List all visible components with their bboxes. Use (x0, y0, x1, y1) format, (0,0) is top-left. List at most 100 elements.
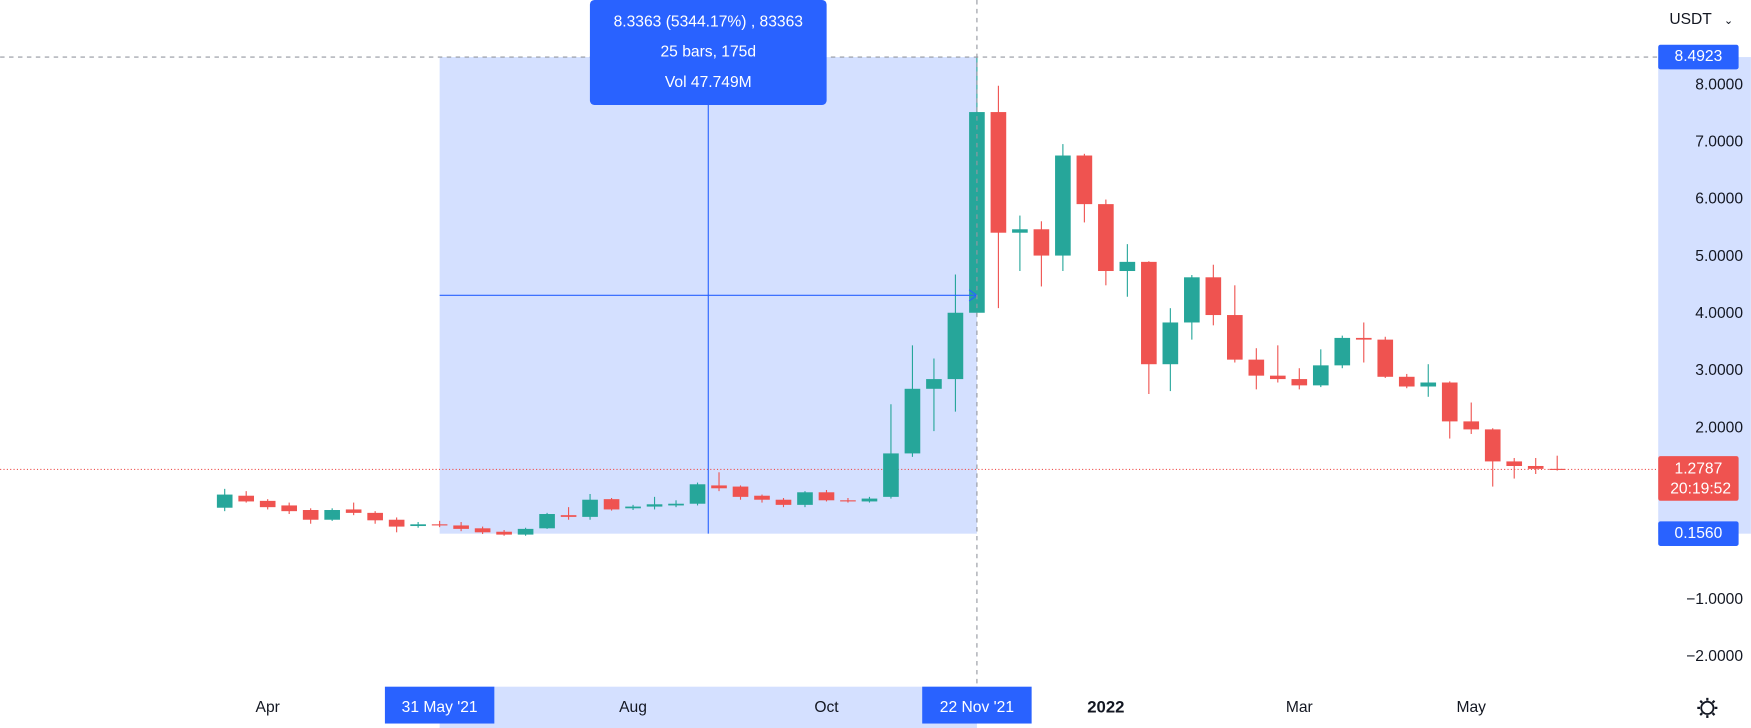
candle-body (1549, 468, 1566, 470)
candle-body (840, 500, 856, 502)
candle-body (216, 494, 233, 508)
candle-body (1227, 315, 1243, 360)
countdown-label: 20:19:52 (1670, 481, 1731, 498)
y-tick-label: 8.0000 (1695, 76, 1743, 93)
candle-body (732, 486, 749, 497)
candle-body (646, 504, 663, 507)
candle-body (474, 528, 491, 533)
y-tick-label: 4.0000 (1695, 305, 1743, 322)
candle-body (1377, 339, 1394, 377)
candle-body (517, 528, 534, 535)
candle-body (861, 498, 878, 502)
settings-icon[interactable] (1697, 697, 1718, 718)
measure-low-label-bg (1658, 521, 1739, 546)
measure-high-label-bg (1658, 44, 1739, 70)
y-tick-label: 6.0000 (1695, 191, 1743, 208)
candle-body (388, 519, 405, 527)
candle-body (1098, 204, 1114, 272)
y-tick-label: 2.0000 (1695, 419, 1743, 436)
candle-body (1355, 337, 1372, 340)
candle-body (603, 499, 620, 510)
y-tick-label: 3.0000 (1695, 362, 1743, 379)
candle-body (883, 453, 899, 497)
y-tick-label: 5.0000 (1695, 248, 1743, 265)
candle-body (711, 485, 727, 489)
currency-dropdown[interactable]: ⌄ (1724, 15, 1733, 27)
x-tick-label: Apr (256, 699, 280, 716)
measure-tooltip (589, 0, 827, 105)
candle-body (539, 514, 555, 529)
candle-body (754, 495, 770, 500)
candle-body (1162, 322, 1179, 365)
candle-body (1334, 337, 1351, 366)
last-price-bg (1658, 456, 1739, 501)
currency-label[interactable]: USDT (1669, 11, 1712, 28)
x-tick-label: Oct (814, 699, 839, 716)
candle-body (431, 524, 448, 526)
last-price-label: 1.2787 (1675, 461, 1723, 478)
candle-body (1141, 261, 1157, 365)
candle-body (1205, 277, 1222, 316)
candle-body (1484, 429, 1501, 462)
candle-body (689, 484, 706, 504)
candle-body (324, 510, 340, 520)
measure-tooltip-text: Vol 47.749M (665, 74, 752, 91)
candle-body (1119, 261, 1136, 272)
candle-body (1012, 229, 1028, 233)
time-axis-highlight (439, 686, 977, 728)
y-tick-label: 7.0000 (1695, 133, 1743, 150)
price-axis-highlight (1658, 57, 1751, 534)
x-tick-label: Aug (619, 699, 647, 716)
measure-low-label: 0.1560 (1675, 525, 1723, 542)
x-tick-highlight (922, 686, 1032, 724)
x-tick-highlight (384, 686, 495, 724)
x-tick-label: 22 Nov '21 (940, 699, 1014, 716)
x-tick-label: May (1456, 699, 1486, 716)
candle-body (1076, 155, 1093, 205)
candle-body (947, 312, 964, 380)
candle-body (1312, 365, 1329, 386)
x-tick-label: 31 May '21 (402, 699, 478, 716)
candle-body (625, 506, 641, 509)
candle-body (990, 112, 1007, 233)
candle-body (582, 499, 598, 517)
measure-high-label: 8.4923 (1675, 48, 1723, 65)
y-tick-label: −1.0000 (1686, 591, 1743, 608)
candle-body (1184, 277, 1200, 323)
measure-tooltip-text: 25 bars, 175d (660, 44, 756, 61)
candle-body (453, 525, 469, 529)
candle-body (1527, 465, 1544, 469)
x-tick-label: Mar (1286, 699, 1313, 716)
candle-body (259, 500, 276, 508)
candle-body (969, 112, 985, 313)
candle-body (281, 505, 297, 512)
candle-body (1291, 379, 1308, 386)
y-tick-label: −2.0000 (1686, 648, 1743, 665)
measure-tooltip-text: 8.3363 (5344.17%) , 83363 (614, 13, 803, 30)
candle-body (818, 492, 835, 501)
candle-body (1055, 155, 1071, 256)
candle-body (1248, 359, 1265, 376)
candle-body (1506, 461, 1523, 466)
candle-body (496, 531, 512, 535)
candles (216, 57, 1566, 536)
candle-body (1441, 382, 1458, 422)
candle-body (367, 512, 383, 521)
candle-body (797, 492, 813, 505)
candle-body (1269, 375, 1286, 380)
candle-body (560, 515, 577, 517)
candle-body (1033, 229, 1050, 256)
candle-body (302, 510, 319, 520)
candle-body (926, 379, 942, 389)
candle-body (1463, 421, 1480, 430)
candle-body (345, 509, 362, 513)
candle-body (238, 495, 255, 502)
candle-body (775, 499, 792, 505)
candle-body (1420, 382, 1437, 387)
candle-body (1398, 376, 1415, 387)
candle-body (410, 524, 426, 527)
candle-body (904, 388, 921, 454)
